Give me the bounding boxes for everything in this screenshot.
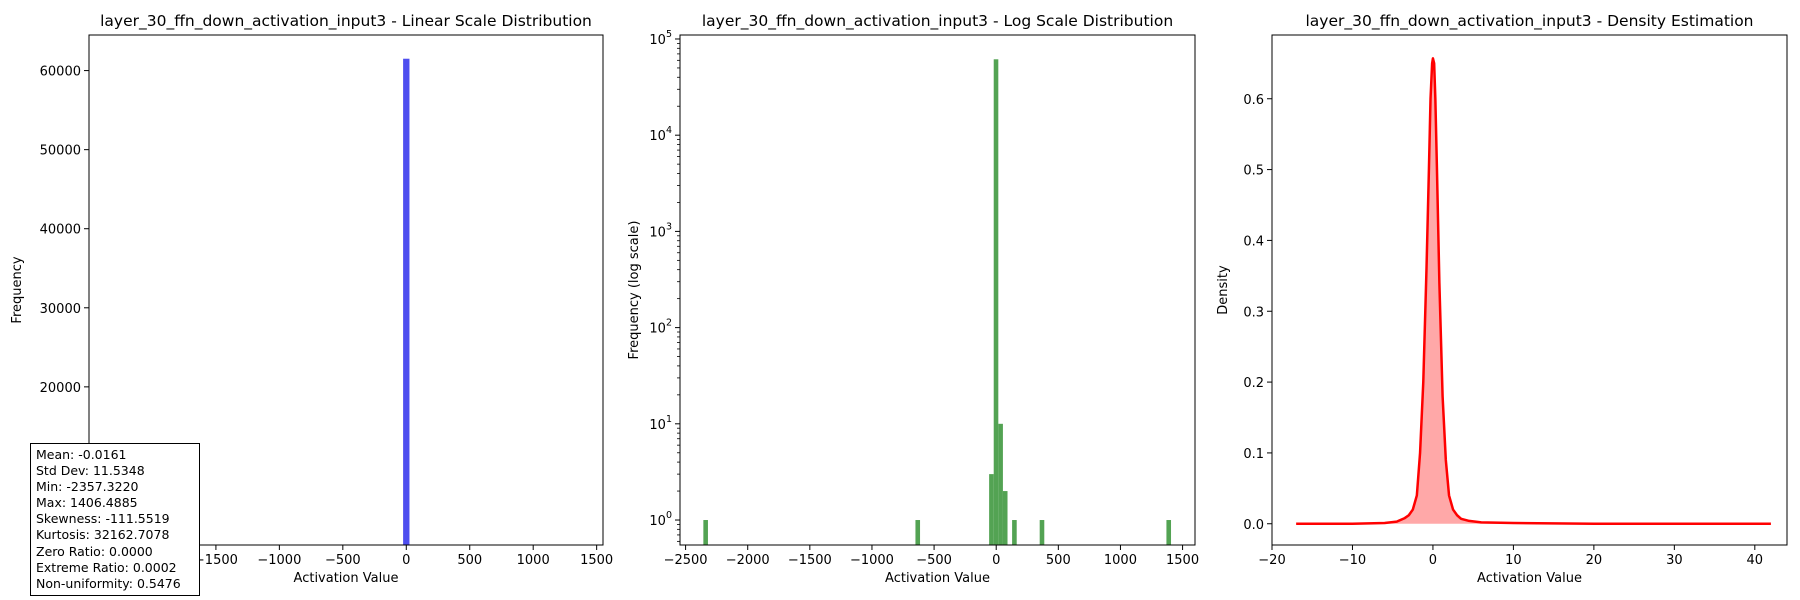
x-tick-label: −500 <box>916 553 952 568</box>
y-tick-label: 103 <box>649 221 672 240</box>
stat-std-dev: Std Dev: 11.5348 <box>36 463 145 479</box>
x-axis-label: Activation Value <box>885 571 990 586</box>
y-axis-label: Frequency (log scale) <box>627 221 642 360</box>
stat-kurtosis: Kurtosis: 32162.7078 <box>36 527 170 543</box>
x-tick-label: 1000 <box>517 553 550 568</box>
histogram-bar <box>703 520 708 545</box>
chart-title: layer_30_ffn_down_activation_input3 - Li… <box>100 12 592 31</box>
x-tick-label: 500 <box>1046 553 1071 568</box>
x-axis-label: Activation Value <box>1477 571 1582 586</box>
x-tick-label: 1000 <box>1104 553 1137 568</box>
x-tick-label: −500 <box>325 553 361 568</box>
y-tick-label: 0.4 <box>1243 234 1264 249</box>
stat-skewness: Skewness: -111.5519 <box>36 511 170 527</box>
x-tick-label: 40 <box>1747 553 1764 568</box>
y-tick-label: 0.2 <box>1243 376 1264 391</box>
y-tick-label: 0.1 <box>1243 447 1264 462</box>
histogram-bar <box>1002 491 1008 545</box>
chart-title: layer_30_ffn_down_activation_input3 - Lo… <box>702 12 1173 31</box>
y-axis-label: Frequency <box>10 256 25 323</box>
x-tick-label: −2000 <box>726 553 770 568</box>
x-tick-label: 20 <box>1586 553 1603 568</box>
chart-panel-2: −2500 −2000 −1500 −1000 −500 0 500 1000 1500 100 1… <box>627 12 1199 586</box>
x-tick-label: −2500 <box>664 553 708 568</box>
chart-title: layer_30_ffn_down_activation_input3 - De… <box>1305 12 1753 31</box>
y-tick-label: 104 <box>649 125 672 144</box>
stat-extreme-ratio: Extreme Ratio: 0.0002 <box>36 559 177 575</box>
x-tick-label: −1000 <box>850 553 894 568</box>
y-tick-label: 102 <box>649 318 672 337</box>
chart-panel-1: −1500 −1000 −500 0 500 1000 1500 20000 30000 4000… <box>10 12 613 586</box>
x-tick-label: 30 <box>1666 553 1683 568</box>
y-tick-label: 0.3 <box>1243 305 1264 320</box>
axes-frame <box>88 34 604 546</box>
x-tick-label: 1500 <box>1166 553 1199 568</box>
stat-zero-ratio: Zero Ratio: 0.0000 <box>36 543 153 559</box>
y-axis-label: Density <box>1216 265 1231 315</box>
axes-frame <box>1271 34 1788 546</box>
histogram-bar <box>403 58 410 545</box>
stat-mean: Mean: -0.0161 <box>36 447 127 462</box>
histogram-bar <box>1012 520 1017 545</box>
y-tick-label: 101 <box>649 414 672 433</box>
y-tick-label: 0.0 <box>1243 518 1264 533</box>
y-tick-label: 0.6 <box>1243 93 1264 108</box>
histogram-bar <box>1166 520 1172 545</box>
x-tick-label: 0 <box>1429 553 1437 568</box>
density-fill-area <box>1296 58 1771 524</box>
stats-box: Mean: -0.0161 Std Dev: 11.5348 Min: -235… <box>30 443 200 596</box>
x-tick-label: 0 <box>992 553 1000 568</box>
stat-max: Max: 1406.4885 <box>36 495 138 511</box>
y-tick-label: 20000 <box>40 381 81 396</box>
histogram-bar <box>989 474 994 545</box>
y-tick-label: 60000 <box>40 65 81 80</box>
x-tick-label: 1500 <box>580 553 613 568</box>
density-line <box>1296 57 1771 525</box>
histogram-bar <box>915 520 921 545</box>
histogram-bar <box>998 423 1003 545</box>
y-tick-label: 0.5 <box>1243 164 1264 179</box>
x-tick-label: −20 <box>1258 553 1285 568</box>
x-tick-label: 500 <box>457 553 482 568</box>
x-tick-label: −1500 <box>788 553 832 568</box>
stat-non-uniformity: Non-uniformity: 0.5476 <box>36 575 181 591</box>
x-tick-label: 0 <box>402 553 410 568</box>
histogram-bar <box>993 59 999 546</box>
x-tick-label: −1500 <box>194 553 238 568</box>
axes-frame <box>679 34 1196 546</box>
y-tick-label: 30000 <box>40 302 81 317</box>
stat-min: Min: -2357.3220 <box>36 479 139 495</box>
x-tick-label: −10 <box>1339 553 1366 568</box>
y-tick-label: 40000 <box>40 223 81 238</box>
chart-panel-3: −20 −10 0 10 20 30 40 0.0 0.1 0.2 0.3 0.4 0.5 0.6 laye… <box>1216 12 1788 586</box>
y-tick-label: 105 <box>649 29 672 48</box>
x-tick-label: −1000 <box>257 553 301 568</box>
histogram-bar <box>1039 520 1045 545</box>
x-tick-label: 10 <box>1505 553 1522 568</box>
x-axis-label: Activation Value <box>294 571 399 586</box>
y-tick-label: 100 <box>649 510 672 529</box>
y-tick-label: 50000 <box>40 144 81 159</box>
